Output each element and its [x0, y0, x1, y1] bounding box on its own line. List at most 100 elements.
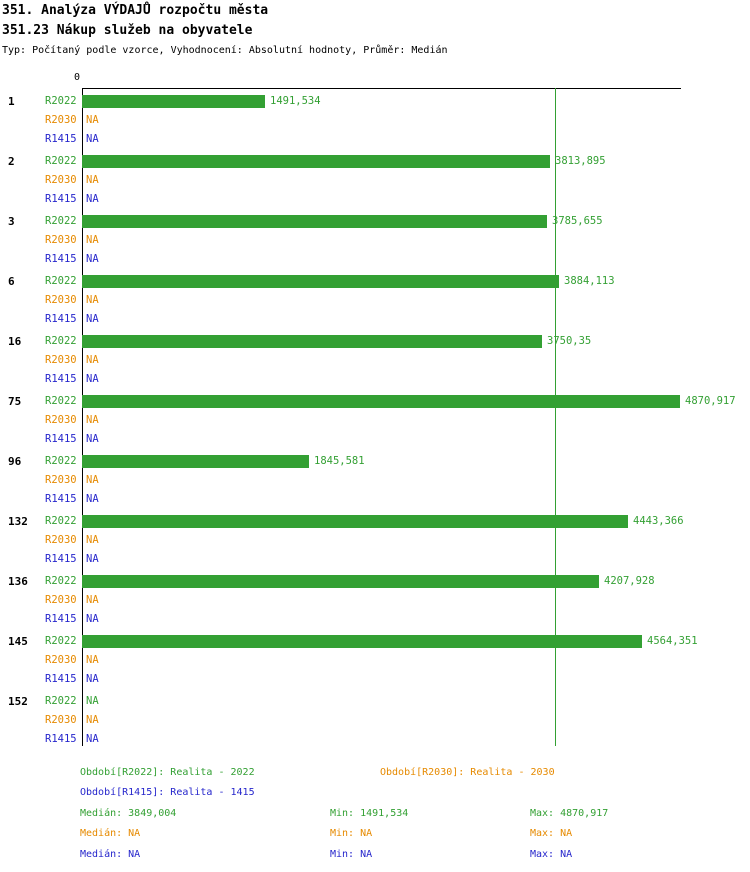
series-label: R2022	[45, 155, 77, 167]
series-row-r2022: R2022 3884,113	[0, 272, 750, 291]
bar-group-96: 96 R2022 1845,581 R2030 NA R1415 NA	[0, 452, 750, 512]
na-label: NA	[86, 253, 99, 265]
na-label: NA	[86, 373, 99, 385]
series-row-r2022: R2022 4207,928	[0, 572, 750, 591]
bar-r2022-6	[82, 275, 559, 288]
series-label: R2030	[45, 354, 77, 366]
group-label: 2	[8, 155, 15, 168]
series-label: R2022	[45, 515, 77, 527]
page-title: 351. Analýza VÝDAJŮ rozpočtu města	[2, 3, 269, 18]
na-label: NA	[86, 654, 99, 666]
value-label: 1491,534	[270, 95, 321, 107]
bar-group-152: 152 R2022 NA R2030 NA R1415 NA	[0, 692, 750, 752]
na-label: NA	[86, 695, 99, 707]
na-label: NA	[86, 414, 99, 426]
series-label: R2030	[45, 654, 77, 666]
value-label: 4870,917	[685, 395, 736, 407]
series-row-r1415: R1415 NA	[0, 490, 750, 509]
series-label: R2030	[45, 234, 77, 246]
series-row-r1415: R1415 NA	[0, 370, 750, 389]
group-label: 1	[8, 95, 15, 108]
series-label: R2030	[45, 714, 77, 726]
na-label: NA	[86, 114, 99, 126]
series-row-r2030: R2030 NA	[0, 231, 750, 250]
legend-r1415: Období[R1415]: Realita - 1415	[80, 787, 255, 798]
stat-r2030-max: Max: NA	[530, 828, 573, 839]
na-label: NA	[86, 234, 99, 246]
na-label: NA	[86, 294, 99, 306]
legend-r2022: Období[R2022]: Realita - 2022	[80, 767, 255, 778]
bar-group-2: 2 R2022 3813,895 R2030 NA R1415 NA	[0, 152, 750, 212]
value-label: 3884,113	[564, 275, 615, 287]
series-label: R1415	[45, 493, 77, 505]
na-label: NA	[86, 174, 99, 186]
bar-r2022-132	[82, 515, 628, 528]
series-label: R2022	[45, 455, 77, 467]
series-row-r2030: R2030 NA	[0, 111, 750, 130]
na-label: NA	[86, 433, 99, 445]
series-row-r2030: R2030 NA	[0, 471, 750, 490]
series-row-r1415: R1415 NA	[0, 730, 750, 749]
series-label: R1415	[45, 373, 77, 385]
series-label: R2030	[45, 174, 77, 186]
median-reference-line	[555, 88, 556, 746]
group-label: 132	[8, 515, 28, 528]
series-label: R1415	[45, 193, 77, 205]
value-label: 4207,928	[604, 575, 655, 587]
group-label: 152	[8, 695, 28, 708]
stat-r2030-min: Min: NA	[330, 828, 373, 839]
series-row-r1415: R1415 NA	[0, 250, 750, 269]
group-label: 96	[8, 455, 22, 468]
series-label: R1415	[45, 613, 77, 625]
na-label: NA	[86, 714, 99, 726]
x-axis-zero-tick: 0	[74, 72, 81, 83]
bar-r2022-16	[82, 335, 542, 348]
stat-r2022-max: Max: 4870,917	[530, 808, 609, 819]
value-label: 3750,35	[547, 335, 592, 347]
bar-r2022-96	[82, 455, 309, 468]
group-label: 3	[8, 215, 15, 228]
bar-r2022-136	[82, 575, 599, 588]
group-label: 6	[8, 275, 15, 288]
series-label: R1415	[45, 733, 77, 745]
series-label: R2030	[45, 294, 77, 306]
series-row-r2030: R2030 NA	[0, 291, 750, 310]
series-label: R2022	[45, 335, 77, 347]
series-row-r2030: R2030 NA	[0, 531, 750, 550]
series-label: R2030	[45, 534, 77, 546]
bar-group-136: 136 R2022 4207,928 R2030 NA R1415 NA	[0, 572, 750, 632]
series-row-r2022: R2022 3813,895	[0, 152, 750, 171]
value-label: 4443,366	[633, 515, 684, 527]
series-row-r2022: R2022 3750,35	[0, 332, 750, 351]
stat-r1415-min: Min: NA	[330, 849, 373, 860]
series-label: R1415	[45, 433, 77, 445]
na-label: NA	[86, 553, 99, 565]
value-label: 3813,895	[555, 155, 606, 167]
na-label: NA	[86, 313, 99, 325]
series-row-r2022: R2022 1491,534	[0, 92, 750, 111]
series-row-r2022: R2022 3785,655	[0, 212, 750, 231]
series-row-r2030: R2030 NA	[0, 711, 750, 730]
series-row-r2022: R2022 NA	[0, 692, 750, 711]
series-label: R1415	[45, 253, 77, 265]
bar-group-75: 75 R2022 4870,917 R2030 NA R1415 NA	[0, 392, 750, 452]
series-row-r2022: R2022 1845,581	[0, 452, 750, 471]
na-label: NA	[86, 193, 99, 205]
series-label: R2030	[45, 594, 77, 606]
na-label: NA	[86, 133, 99, 145]
bar-r2022-1	[82, 95, 265, 108]
series-label: R2022	[45, 215, 77, 227]
page-subtitle: 351.23 Nákup služeb na obyvatele	[2, 23, 253, 38]
series-row-r1415: R1415 NA	[0, 130, 750, 149]
y-axis-line	[82, 88, 83, 746]
series-row-r1415: R1415 NA	[0, 550, 750, 569]
series-row-r2030: R2030 NA	[0, 411, 750, 430]
series-label: R2022	[45, 635, 77, 647]
series-label: R1415	[45, 553, 77, 565]
series-row-r1415: R1415 NA	[0, 610, 750, 629]
bar-r2022-75	[82, 395, 680, 408]
value-label: 1845,581	[314, 455, 365, 467]
na-label: NA	[86, 673, 99, 685]
bar-group-3: 3 R2022 3785,655 R2030 NA R1415 NA	[0, 212, 750, 272]
series-label: R1415	[45, 313, 77, 325]
